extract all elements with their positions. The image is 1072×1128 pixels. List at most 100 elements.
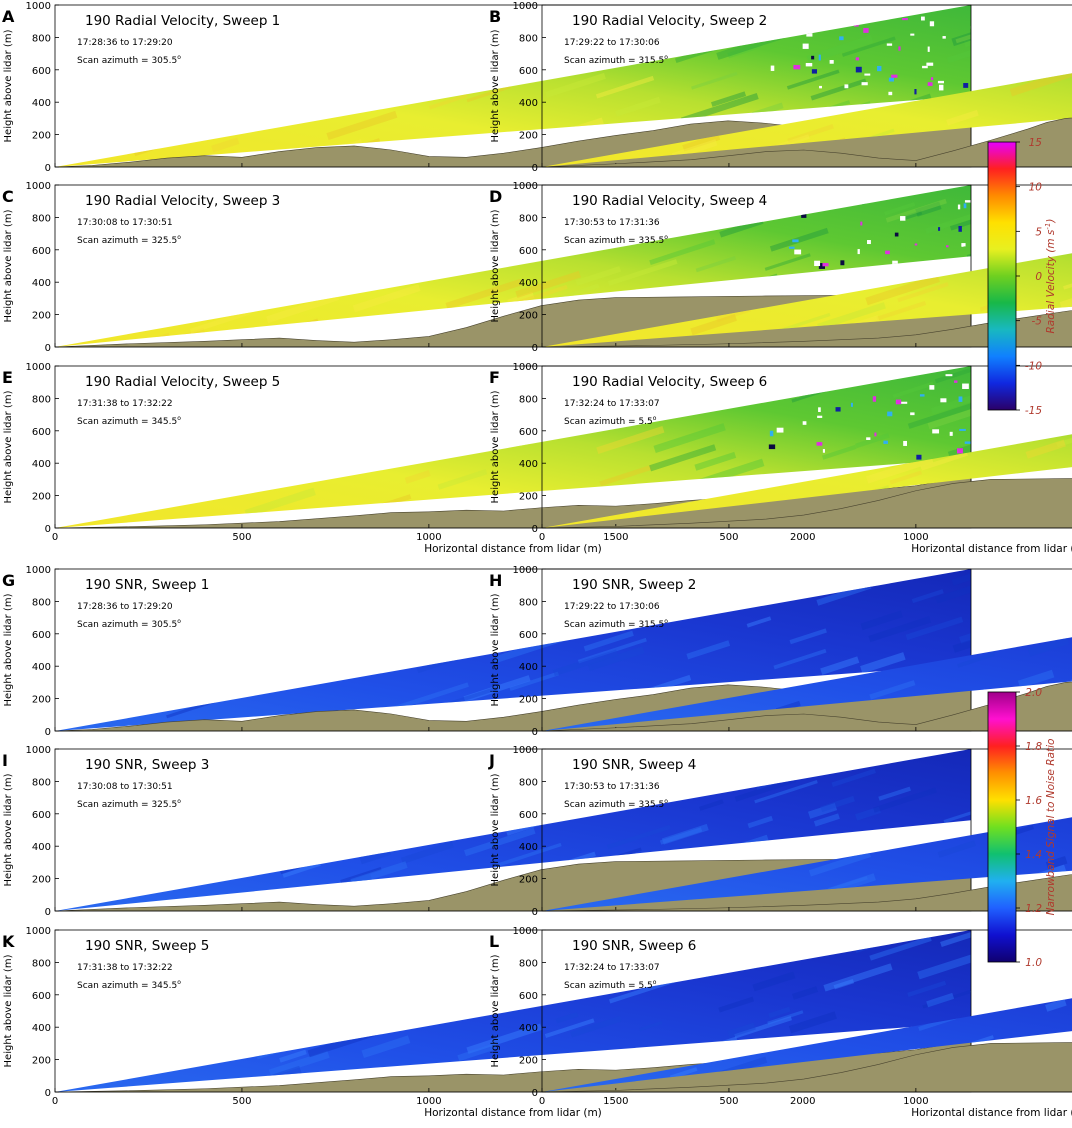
y-tick-label: 1000 xyxy=(26,565,51,576)
data-streak xyxy=(920,451,968,471)
colorbar-label: Radial Velocity (m s-1) xyxy=(1044,219,1057,334)
data-streak xyxy=(419,82,444,94)
panel-azimuth: Scan azimuth = 5.5o xyxy=(564,415,657,427)
data-speckle xyxy=(888,77,895,82)
panel-letter: H xyxy=(489,571,502,590)
data-streak xyxy=(554,5,618,14)
data-speckle xyxy=(767,200,775,205)
data-streak xyxy=(868,616,932,643)
panel-azimuth: Scan azimuth = 305.5o xyxy=(77,618,181,630)
y-tick-label: 400 xyxy=(519,459,538,470)
data-speckle xyxy=(912,189,918,192)
y-axis-label: Height above lidar (m) xyxy=(3,593,14,706)
y-tick-label: 400 xyxy=(32,662,51,673)
data-streak xyxy=(742,761,775,775)
data-streak xyxy=(599,464,652,487)
x-tick-label: 1000 xyxy=(903,532,928,543)
data-streak xyxy=(1016,575,1039,586)
data-speckle xyxy=(794,20,798,23)
x-axis-label: Horizontal distance from lidar (m) xyxy=(424,1107,602,1119)
plot-frame xyxy=(54,748,972,912)
y-tick-label: 800 xyxy=(519,958,538,969)
colorbar-fill xyxy=(987,691,1017,963)
x-tick-label: 2000 xyxy=(790,532,815,543)
data-streak xyxy=(177,1000,205,1015)
panel-title: 190 SNR, Sweep 3 xyxy=(85,757,209,773)
data-streak xyxy=(654,1044,683,1060)
data-streak xyxy=(869,680,916,700)
data-speckle xyxy=(889,188,896,193)
y-tick-label: 600 xyxy=(519,66,538,77)
data-streak xyxy=(659,827,703,845)
data-speckle xyxy=(793,199,800,203)
y-tick-label: 200 xyxy=(519,131,538,142)
data-speckle xyxy=(962,383,969,389)
y-tick-label: 800 xyxy=(32,394,51,405)
data-streak xyxy=(765,951,788,965)
data-streak xyxy=(396,612,420,624)
data-streak xyxy=(515,270,581,298)
data-streak xyxy=(865,274,940,306)
data-streak xyxy=(773,648,827,670)
data-streak xyxy=(445,278,522,310)
data-speckle xyxy=(877,65,882,72)
data-streak xyxy=(392,5,449,21)
data-streak xyxy=(930,384,971,415)
data-speckle xyxy=(946,245,949,248)
data-streak xyxy=(820,656,860,675)
data-speckle xyxy=(801,206,805,211)
data-streak xyxy=(901,210,923,221)
panel-azimuth: Scan azimuth = 5.5o xyxy=(564,979,657,991)
y-tick-label: 800 xyxy=(32,777,51,788)
data-streak xyxy=(715,366,781,373)
data-speckle xyxy=(861,82,868,86)
data-streak xyxy=(680,92,759,124)
colorbar-tick-label: 1.8 xyxy=(1025,741,1042,753)
data-speckle xyxy=(879,190,885,196)
y-tick-label: 800 xyxy=(32,33,51,44)
data-streak xyxy=(466,1023,543,1054)
data-streak xyxy=(596,426,665,454)
data-streak xyxy=(1025,439,1066,459)
data-speckle xyxy=(932,429,940,434)
data-speckle xyxy=(926,62,934,66)
plot-frame xyxy=(54,568,972,732)
data-streak xyxy=(406,421,443,439)
panel-letter: I xyxy=(2,751,8,770)
data-streak xyxy=(372,9,448,40)
data-speckle xyxy=(963,83,969,88)
data-streak xyxy=(308,45,349,64)
data-speckle xyxy=(958,226,962,232)
data-streak xyxy=(819,279,845,292)
data-streak xyxy=(653,423,726,454)
panel-title: 190 SNR, Sweep 4 xyxy=(572,757,696,773)
data-streak xyxy=(917,951,971,980)
data-speckle xyxy=(863,377,867,383)
panel-azimuth: Scan azimuth = 345.5o xyxy=(77,415,181,427)
panel-azimuth: Scan azimuth = 325.5o xyxy=(77,798,181,810)
data-speckle xyxy=(899,270,906,274)
data-speckle xyxy=(844,84,849,89)
data-streak xyxy=(754,780,818,804)
y-tick-label: 400 xyxy=(32,842,51,853)
data-streak xyxy=(279,1049,307,1063)
data-streak xyxy=(340,866,382,884)
data-streak xyxy=(925,208,971,234)
colorbar-tick-label: -10 xyxy=(1025,360,1042,372)
data-speckle xyxy=(900,401,908,404)
data-speckle xyxy=(894,232,899,237)
y-tick-label: 400 xyxy=(519,1023,538,1034)
data-streak xyxy=(957,652,996,668)
data-streak xyxy=(595,75,655,99)
data-speckle xyxy=(818,263,825,269)
data-speckle xyxy=(839,270,845,276)
data-streak xyxy=(969,974,971,995)
y-tick-label: 600 xyxy=(32,66,51,77)
data-streak xyxy=(897,282,949,303)
panel-title: 190 Radial Velocity, Sweep 5 xyxy=(85,374,280,390)
data-speckle xyxy=(885,250,890,255)
colorbar-tick-label: -15 xyxy=(1025,405,1042,417)
data-speckle xyxy=(886,43,893,46)
